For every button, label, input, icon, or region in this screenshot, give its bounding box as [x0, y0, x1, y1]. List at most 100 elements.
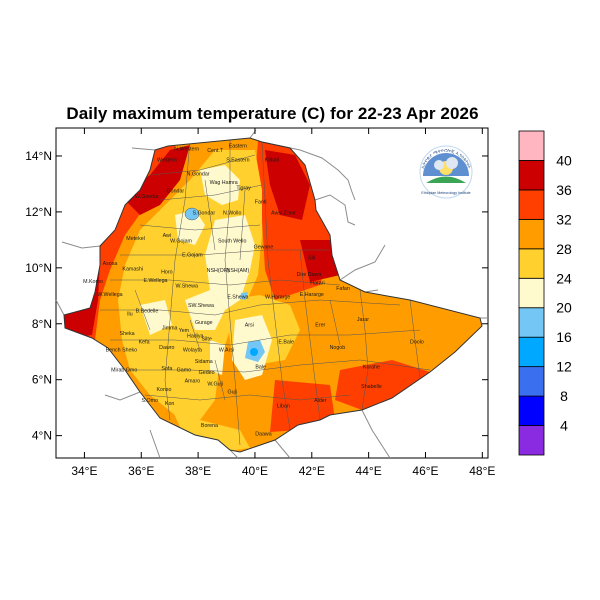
region-label: Bale	[255, 365, 266, 371]
region-label: Alder	[314, 398, 327, 404]
region-label: Silte	[201, 337, 211, 343]
region-label: Bench Sheko	[106, 348, 138, 354]
region-label: W.Gondar	[135, 194, 159, 200]
region-label: Wag Hamra	[210, 180, 238, 186]
lat-tick-label: 4°N	[32, 429, 52, 443]
region-label: Gewane	[254, 244, 274, 250]
lon-tick-label: 38°E	[185, 464, 211, 478]
region-label: Daawa	[255, 432, 272, 438]
region-label: NSH(AM)	[227, 268, 250, 274]
region-label: Erer	[315, 323, 325, 329]
region-label: Nogob	[330, 345, 346, 351]
lake-tana	[184, 207, 200, 221]
lat-tick-label: 6°N	[32, 373, 52, 387]
colorbar-swatch	[518, 218, 545, 250]
map-frame	[55, 127, 489, 459]
lon-tick-label: 42°E	[299, 464, 325, 478]
region-label: E.Wellega	[143, 278, 167, 284]
region-label: Siti	[308, 255, 315, 261]
region-label: Tigray	[236, 186, 251, 192]
region-label: Gurage	[195, 320, 213, 326]
region-label: Cent.T	[207, 148, 224, 154]
ethiopian-meteorology-institute-logo: ኢትዮጵያ ሜትዮሮሎጂ ኢንስቲትዩት Ethiopian Meteorolo…	[419, 145, 473, 199]
region-label: Borena	[201, 423, 218, 429]
region-label: N.Gondar	[187, 172, 210, 178]
lat-tick-label: 14°N	[25, 149, 52, 163]
logo-caption: Ethiopian Meteorology Institute	[421, 191, 470, 195]
region-label: W.Arsi	[219, 348, 234, 354]
region-label: Kefa	[139, 339, 150, 345]
colorbar-swatch	[518, 307, 545, 338]
colorbar-swatch	[518, 189, 545, 220]
region-label: Metekel	[126, 236, 145, 242]
region-label: Harari	[310, 281, 324, 287]
colorbar-label: 16	[556, 329, 572, 345]
region-label: E.Shewa	[227, 295, 248, 301]
region-labels: N.Western Cent.T Eastern Western S.Eastern Ki…	[83, 144, 424, 438]
colorbar-label: 12	[556, 359, 572, 375]
region-label: Sofa	[161, 366, 172, 372]
region-label: Shabelle	[361, 384, 382, 390]
region-label: Doolo	[410, 339, 424, 345]
lat-tick-label: 8°N	[32, 317, 52, 331]
region-label: Korahe	[363, 365, 380, 371]
region-label: Yem	[179, 328, 190, 334]
region-label: W.Shewa	[176, 283, 198, 289]
region-label: Konso	[156, 387, 171, 393]
region-label: E.Hararge	[300, 292, 324, 298]
region-label: W.Hararge	[265, 295, 290, 301]
colorbar-swatch	[518, 248, 545, 279]
temperature-field	[64, 138, 482, 452]
region-label: W.Wellega	[97, 292, 122, 298]
region-label: N.Wollo	[223, 211, 242, 217]
region-label: W.Gojam	[170, 239, 192, 245]
lon-tick-label: 34°E	[71, 464, 97, 478]
lon-tick-label: 40°E	[242, 464, 268, 478]
colorbar-swatch	[518, 160, 545, 191]
region-label: Sidama	[195, 359, 213, 365]
colorbar-label: 8	[560, 388, 568, 404]
map-title: Daily maximum temperature (C) for 22-23 …	[66, 104, 479, 123]
region-label: Awi	[163, 233, 171, 239]
map-axes: 4°N 6°N 8°N 10°N 12°N 14°N 34°E 36°E 38°E 40°E 42°…	[25, 128, 495, 478]
region-label: Dawro	[159, 345, 174, 351]
colorbar-swatch	[518, 395, 545, 426]
region-label: Guji	[227, 390, 236, 396]
region-label: Asosa	[103, 261, 118, 267]
ethiopia-outline	[63, 137, 483, 453]
region-label: SW.Shewa	[188, 303, 214, 309]
colorbar-label: 4	[560, 418, 568, 434]
colorbar-swatch	[518, 336, 545, 368]
region-label: W.Guji	[207, 381, 223, 387]
region-label: E.Gojam	[182, 253, 203, 259]
colorbar-label: 28	[556, 241, 572, 257]
colorbar-swatch	[518, 130, 545, 161]
region-label: S.Omo	[142, 398, 159, 404]
region-label: Amaro	[185, 378, 201, 384]
region-label: Dire Dawa	[297, 272, 322, 278]
lon-tick-label: 46°E	[412, 464, 438, 478]
colorbar-label: 24	[556, 270, 572, 286]
region-label: Western	[157, 158, 177, 164]
region-label: Mirab Omo	[111, 367, 137, 373]
region-label: Wolayta	[183, 348, 202, 354]
region-label: S.Gondar	[192, 211, 215, 217]
region-label: Arsi	[245, 323, 254, 329]
colorbar-swatch	[518, 366, 545, 397]
colorbar-swatch	[518, 277, 545, 309]
region-label: B.Bedelle	[136, 309, 159, 315]
lon-tick-label: 44°E	[356, 464, 382, 478]
region-boundaries	[100, 139, 431, 446]
lon-tick-label: 48°E	[469, 464, 495, 478]
region-label: Gamo	[177, 367, 191, 373]
region-label: N.Western	[174, 146, 199, 152]
region-label: South Wello	[218, 239, 247, 245]
colorbar: 4 8 12 16 20 24 28 32 36 40	[518, 130, 572, 456]
region-label: Kilbati	[265, 158, 279, 164]
region-label: Kamashi	[122, 267, 143, 273]
colorbar-label: 32	[556, 211, 572, 227]
region-label: Ilu	[127, 311, 133, 317]
lat-tick-label: 12°N	[25, 205, 52, 219]
region-label: Jimma	[162, 325, 178, 331]
